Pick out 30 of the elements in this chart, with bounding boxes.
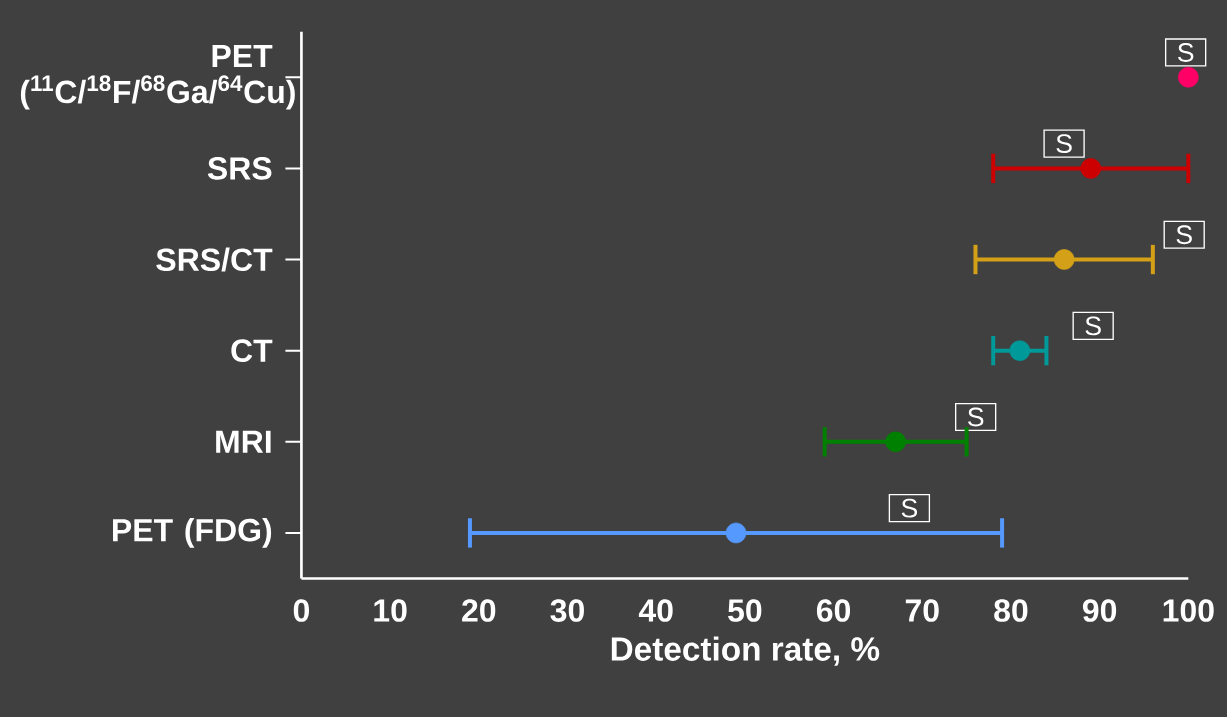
- x-tick-label: 50: [728, 599, 762, 622]
- annotation: S: [1085, 316, 1101, 336]
- y-tick-label: PET (FDG): [113, 517, 272, 548]
- point: [1053, 249, 1075, 270]
- y-tick-label: CT: [231, 339, 273, 362]
- x-tick-label: 100: [1163, 599, 1214, 622]
- point: [725, 522, 747, 544]
- annotation: S: [901, 498, 918, 518]
- annotation: S: [967, 407, 984, 427]
- point: [885, 431, 906, 452]
- x-tick-label: 80: [994, 599, 1028, 622]
- x-tick-label: 40: [638, 599, 673, 622]
- x-tick-label: 60: [816, 599, 851, 622]
- x-tick-label: 70: [905, 599, 939, 622]
- point: [1178, 66, 1199, 88]
- y-tick-label: MRI: [216, 430, 271, 453]
- annotation: S: [1177, 42, 1194, 62]
- x-tick-label: 10: [374, 599, 407, 622]
- annotation: S: [1176, 225, 1192, 245]
- y-tick-label: SRS: [207, 156, 272, 180]
- annotation: S: [1056, 134, 1072, 153]
- x-tick-label: 90: [1082, 599, 1117, 622]
- point: [1009, 340, 1031, 361]
- x-tick-label: 20: [462, 599, 496, 622]
- x-axis-title: Detection rate, %: [611, 636, 880, 666]
- point: [1080, 158, 1102, 179]
- x-tick-label: 30: [550, 599, 584, 622]
- y-tick-label: SRS/CT: [156, 247, 273, 272]
- x-tick-label: 0: [293, 599, 309, 622]
- category-label: PET ($^{11}$C/$^{18}$F/$^{68}$Ga/$^{64}$Cu): [20, 44, 295, 110]
